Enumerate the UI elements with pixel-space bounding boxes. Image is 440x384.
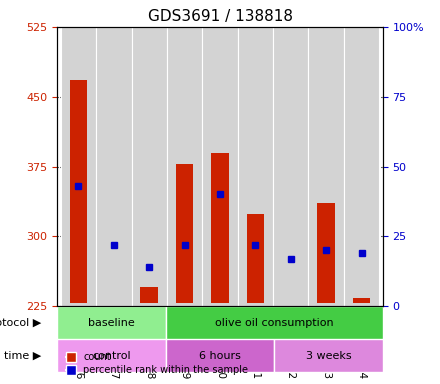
FancyBboxPatch shape <box>308 27 344 306</box>
FancyBboxPatch shape <box>202 27 238 306</box>
Bar <box>246 214 264 303</box>
Text: baseline: baseline <box>88 318 135 328</box>
FancyBboxPatch shape <box>57 306 166 339</box>
Text: 3 weeks: 3 weeks <box>306 351 352 361</box>
Legend: count, percentile rank within the sample: count, percentile rank within the sample <box>62 348 252 379</box>
Bar <box>211 152 229 303</box>
Bar <box>317 203 335 303</box>
FancyBboxPatch shape <box>274 339 383 372</box>
FancyBboxPatch shape <box>344 27 379 306</box>
Text: olive oil consumption: olive oil consumption <box>215 318 334 328</box>
Text: 6 hours: 6 hours <box>199 351 241 361</box>
FancyBboxPatch shape <box>167 27 202 306</box>
Text: control: control <box>92 351 131 361</box>
Bar <box>353 298 370 303</box>
Title: GDS3691 / 138818: GDS3691 / 138818 <box>147 9 293 24</box>
FancyBboxPatch shape <box>273 27 308 306</box>
FancyBboxPatch shape <box>166 339 274 372</box>
Bar <box>70 80 87 303</box>
FancyBboxPatch shape <box>132 27 167 306</box>
Bar <box>105 309 123 312</box>
Text: time ▶: time ▶ <box>4 351 41 361</box>
Bar <box>176 164 194 303</box>
Bar <box>140 286 158 303</box>
FancyBboxPatch shape <box>61 27 96 306</box>
FancyBboxPatch shape <box>238 27 273 306</box>
FancyBboxPatch shape <box>96 27 132 306</box>
Bar <box>282 309 300 312</box>
FancyBboxPatch shape <box>57 339 166 372</box>
FancyBboxPatch shape <box>166 306 383 339</box>
Text: protocol ▶: protocol ▶ <box>0 318 41 328</box>
